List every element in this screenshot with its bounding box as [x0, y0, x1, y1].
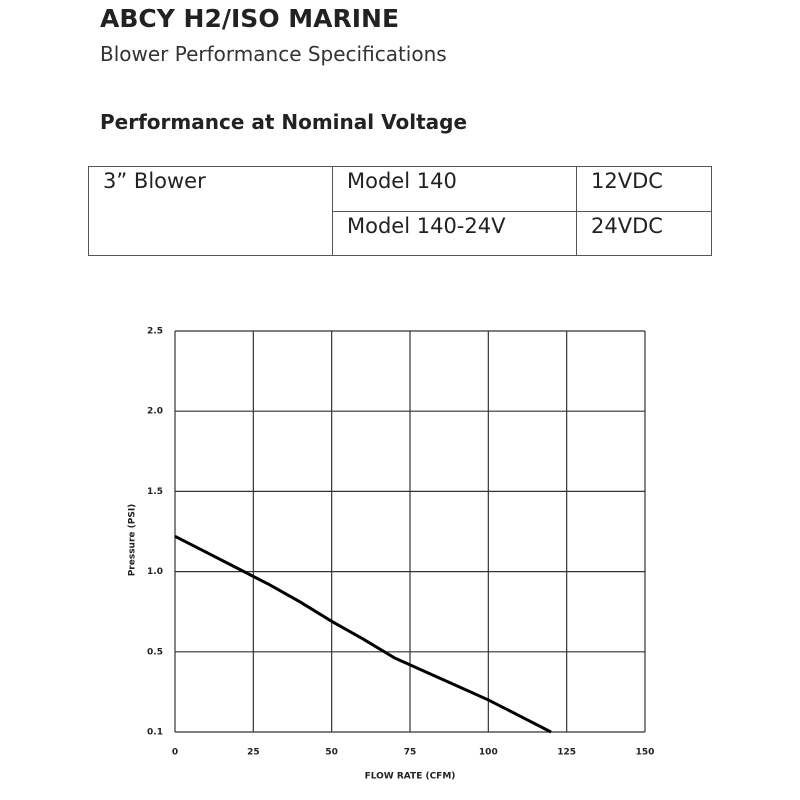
cell: Model 140 — [332, 166, 577, 212]
y-tick-label: 0.1 — [147, 728, 163, 738]
x-tick-label: 25 — [247, 748, 260, 758]
cell: 3” Blower — [88, 166, 333, 256]
title: ABCY H2/ISO MARINE — [100, 4, 400, 33]
x-tick-label: 100 — [479, 748, 498, 758]
curve — [174, 534, 552, 734]
x-tick-label: 0 — [172, 748, 178, 758]
x-axis-label: FLOW RATE (CFM) — [365, 772, 456, 782]
x-tick-label: 75 — [404, 748, 417, 758]
y-tick-label: 1.0 — [147, 567, 163, 577]
cell: Model 140-24V — [332, 210, 577, 256]
x-tick-label: 125 — [557, 748, 576, 758]
spec-table: 3” Blower Model 140 12VDC Model 140-24V … — [88, 166, 712, 256]
x-tick-label: 50 — [325, 748, 338, 758]
y-tick-label: 0.5 — [147, 647, 163, 657]
cell: 24VDC — [576, 210, 712, 256]
subtitle: Blower Performance Specifications — [100, 42, 447, 66]
y-tick-label: 1.5 — [147, 487, 163, 497]
y-tick-label: 2.5 — [147, 327, 163, 337]
y-axis-label: Pressure (PSI) — [128, 504, 138, 577]
x-tick-label: 150 — [636, 748, 655, 758]
section-title: Performance at Nominal Voltage — [100, 110, 468, 134]
y-tick-label: 2.0 — [147, 407, 163, 417]
